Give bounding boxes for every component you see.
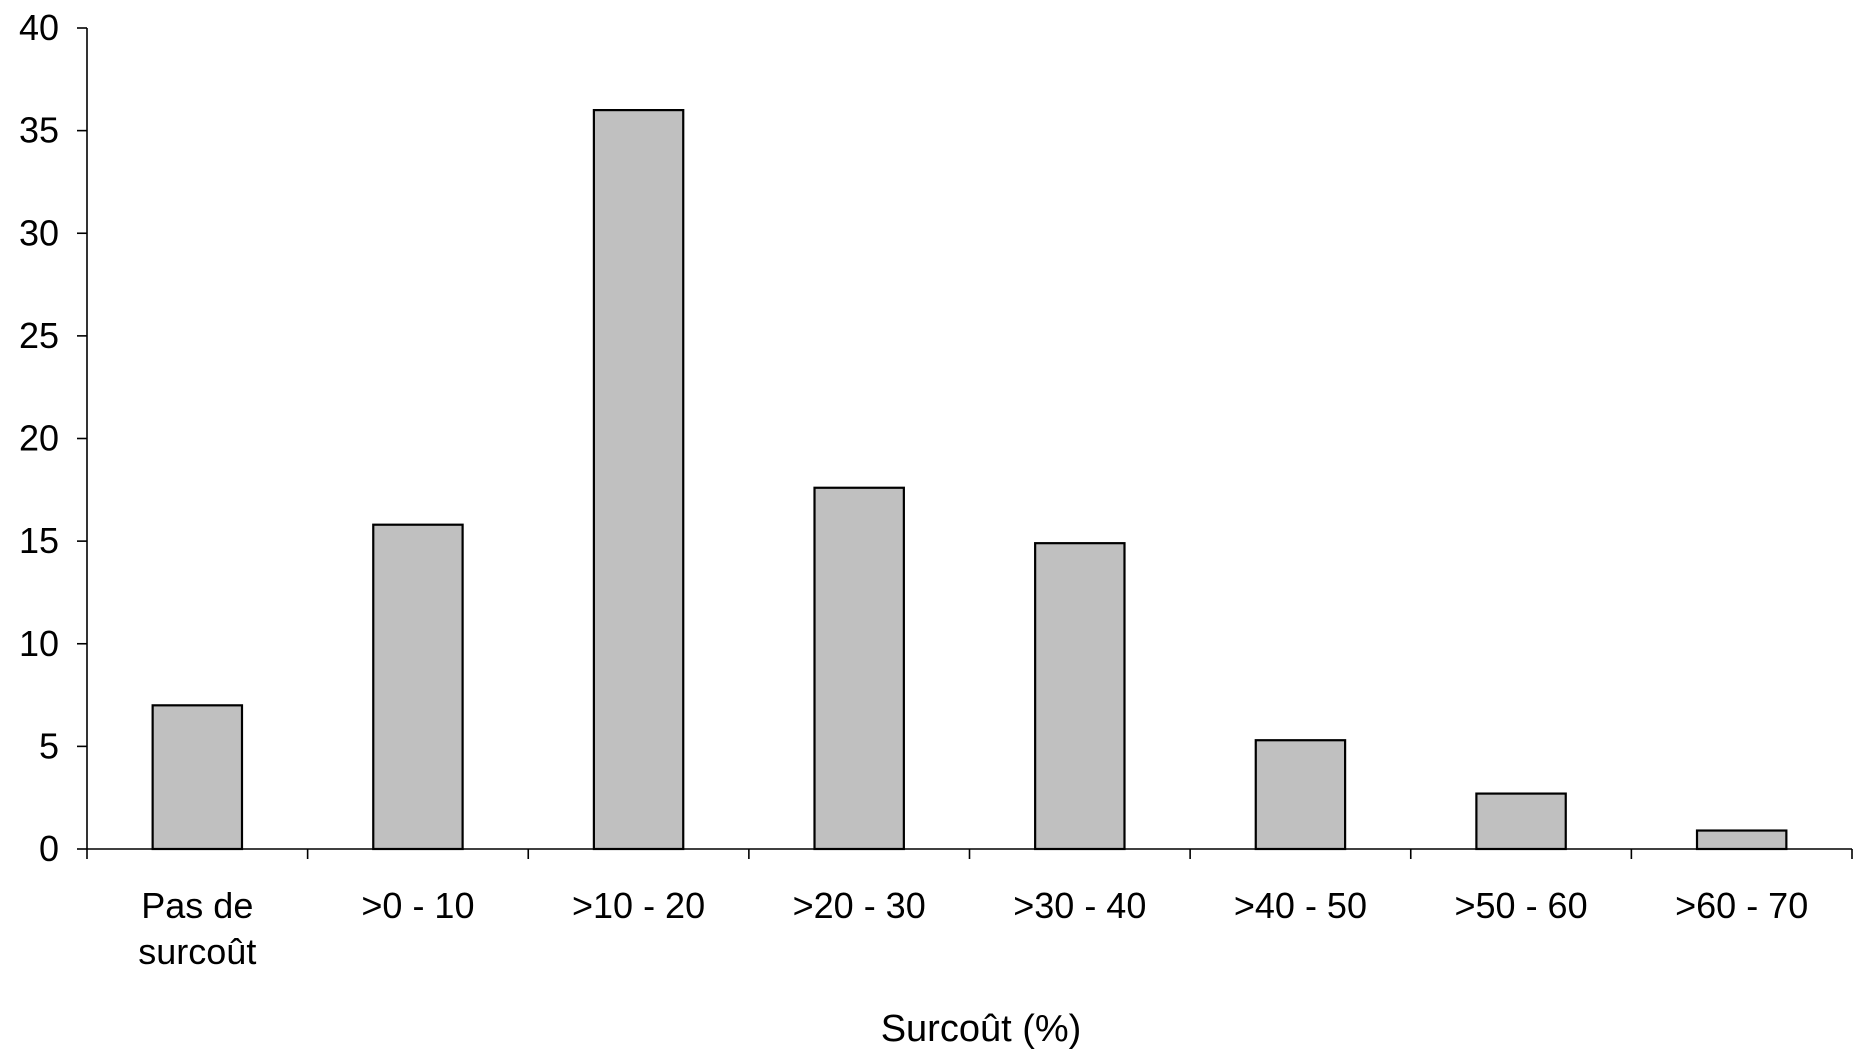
bar-7	[1695, 829, 1788, 851]
x-tick-label-4: >30 - 40	[1013, 885, 1146, 926]
bars-group	[151, 108, 1788, 851]
x-tick-label-1: >0 - 10	[361, 885, 474, 926]
bar-5	[1254, 739, 1347, 851]
y-tick-label-0: 0	[39, 828, 59, 869]
x-axis-title: Surcoût (%)	[881, 1008, 1082, 1050]
bar-1	[372, 523, 464, 851]
bar-4	[1034, 542, 1126, 851]
y-tick-label-4: 20	[19, 418, 59, 459]
bar-0	[151, 704, 244, 851]
y-tick-label-6: 30	[19, 212, 59, 253]
y-tick-label-3: 15	[19, 520, 59, 561]
axes-group	[86, 28, 1852, 850]
y-tick-label-8: 40	[19, 7, 59, 48]
y-tick-label-2: 10	[19, 623, 59, 664]
y-tick-label-1: 5	[39, 725, 59, 766]
x-tick-label-7: >60 - 70	[1675, 885, 1808, 926]
bar-6	[1475, 792, 1567, 851]
x-tick-label-5: >40 - 50	[1234, 885, 1367, 926]
y-tick-label-7: 35	[19, 110, 59, 151]
y-ticks-group: 0 5 10 15 20 25 30 35 40	[19, 7, 87, 869]
bar-3	[813, 486, 905, 851]
y-tick-label-5: 25	[19, 315, 59, 356]
x-tick-label-0: Pas de surcoût	[138, 885, 256, 972]
x-ticks-group: Pas de surcoût >0 - 10 >10 - 20 >20 - 30 >30 …	[86, 849, 1853, 972]
bar-2	[592, 108, 685, 851]
x-tick-label-2: >10 - 20	[572, 885, 705, 926]
x-tick-label-6: >50 - 60	[1455, 885, 1588, 926]
x-tick-label-3: >20 - 30	[793, 885, 926, 926]
